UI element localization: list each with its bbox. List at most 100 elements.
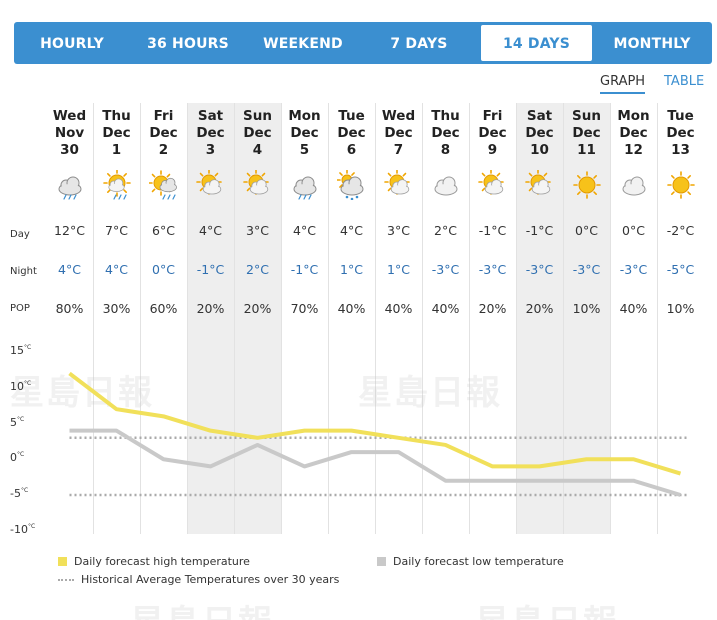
legend-low-label: Daily forecast low temperature — [393, 555, 564, 568]
day-month: Dec — [243, 125, 272, 141]
night-temperature: 0°C — [152, 262, 175, 277]
precipitation-probability: 20% — [525, 301, 554, 316]
night-temperature: -3°C — [619, 262, 648, 277]
day-header: Fri Dec 9 — [469, 108, 516, 159]
tab-7-days[interactable]: 7 DAYS — [390, 36, 448, 52]
day-date: 7 — [393, 142, 404, 158]
column-separator — [610, 103, 611, 534]
legend-high-label: Daily forecast high temperature — [74, 555, 250, 568]
day-date: 2 — [158, 142, 169, 158]
night-temperature: 1°C — [340, 262, 363, 277]
night-temperature: -1°C — [290, 262, 319, 277]
day-weekday: Thu — [431, 108, 460, 124]
legend-low: Daily forecast low temperature — [377, 555, 564, 568]
day-weekday: Mon — [288, 108, 321, 124]
row-label-night: Night — [10, 266, 37, 277]
day-date: 10 — [530, 142, 549, 158]
precipitation-probability: 10% — [666, 301, 695, 316]
day-weekday: Sat — [197, 108, 224, 124]
day-weekday: Sat — [526, 108, 553, 124]
day-date: 30 — [60, 142, 79, 158]
night-temperature: -3°C — [572, 262, 601, 277]
row-label-pop: POP — [10, 303, 30, 314]
day-header: Mon Dec 12 — [610, 108, 657, 159]
night-temperature: -1°C — [196, 262, 225, 277]
high-temperature-line — [68, 371, 682, 476]
day-month: Nov — [54, 125, 85, 141]
sun-cloud-icon — [469, 170, 516, 200]
day-month: Dec — [572, 125, 601, 141]
watermark-logo: 星島日報 — [130, 595, 274, 620]
day-weekday: Wed — [381, 108, 416, 124]
tab-monthly[interactable]: MONTHLY — [613, 36, 691, 52]
day-header: Sat Dec 10 — [516, 108, 563, 159]
column-separator — [328, 103, 329, 534]
column-separator — [657, 103, 658, 534]
day-temperature: 2°C — [434, 223, 457, 238]
day-date: 9 — [487, 142, 498, 158]
watermark-logo: 星島日報 — [10, 373, 154, 413]
table-view-link[interactable]: TABLE — [664, 74, 705, 89]
day-temperature: 4°C — [293, 223, 316, 238]
day-date: 5 — [299, 142, 310, 158]
precipitation-probability: 20% — [243, 301, 272, 316]
tab-36-hours[interactable]: 36 HOURS — [147, 36, 229, 52]
column-separator — [93, 103, 94, 534]
day-weekday: Sun — [243, 108, 272, 124]
day-date: 6 — [346, 142, 357, 158]
night-temperature: -3°C — [478, 262, 507, 277]
sun-cloud-icon — [516, 170, 563, 200]
day-temperature: 0°C — [575, 223, 598, 238]
y-tick-label: 15°C — [10, 344, 32, 357]
night-temperature: 4°C — [58, 262, 81, 277]
precipitation-probability: 70% — [290, 301, 319, 316]
night-temperature: -3°C — [431, 262, 460, 277]
day-weekday: Wed — [52, 108, 87, 124]
sun-cloud-icon — [187, 170, 234, 200]
day-temperature: 4°C — [340, 223, 363, 238]
day-date: 3 — [205, 142, 216, 158]
precipitation-probability: 10% — [572, 301, 601, 316]
column-separator — [375, 103, 376, 534]
column-separator — [563, 103, 564, 534]
night-temperature: 1°C — [387, 262, 410, 277]
day-temperature: 4°C — [199, 223, 222, 238]
day-temperature: 12°C — [54, 223, 85, 238]
watermark-logo: 星島日報 — [358, 373, 502, 413]
day-temperature: -2°C — [666, 223, 695, 238]
day-date: 1 — [111, 142, 122, 158]
day-date: 12 — [624, 142, 643, 158]
day-temperature: -1°C — [525, 223, 554, 238]
precipitation-probability: 20% — [196, 301, 225, 316]
day-weekday: Sun — [572, 108, 601, 124]
column-separator — [469, 103, 470, 534]
legend-high: Daily forecast high temperature — [58, 555, 250, 568]
precipitation-probability: 60% — [149, 301, 178, 316]
legend-average-swatch — [58, 578, 74, 581]
day-temperature: 3°C — [246, 223, 269, 238]
precipitation-probability: 40% — [431, 301, 460, 316]
precipitation-probability: 40% — [337, 301, 366, 316]
precipitation-probability: 30% — [102, 301, 131, 316]
night-temperature: -3°C — [525, 262, 554, 277]
day-header: Wed Dec 7 — [375, 108, 422, 159]
day-temperature: 0°C — [622, 223, 645, 238]
column-separator — [516, 103, 517, 534]
tab-14-days[interactable]: 14 DAYS — [481, 25, 592, 61]
night-temperature: -5°C — [666, 262, 695, 277]
day-header: Mon Dec 5 — [281, 108, 328, 159]
day-temperature: 6°C — [152, 223, 175, 238]
sun-icon — [657, 170, 704, 200]
day-date: 4 — [252, 142, 263, 158]
column-separator — [140, 103, 141, 534]
day-weekday: Tue — [667, 108, 694, 124]
night-temperature: 2°C — [246, 262, 269, 277]
day-date: 8 — [440, 142, 451, 158]
tab-hourly[interactable]: HOURLY — [40, 36, 104, 52]
column-separator — [422, 103, 423, 534]
day-temperature: 3°C — [387, 223, 410, 238]
graph-view-link[interactable]: GRAPH — [600, 74, 646, 94]
day-month: Dec — [431, 125, 460, 141]
tab-weekend[interactable]: WEEKEND — [263, 36, 343, 52]
day-weekday: Tue — [338, 108, 365, 124]
